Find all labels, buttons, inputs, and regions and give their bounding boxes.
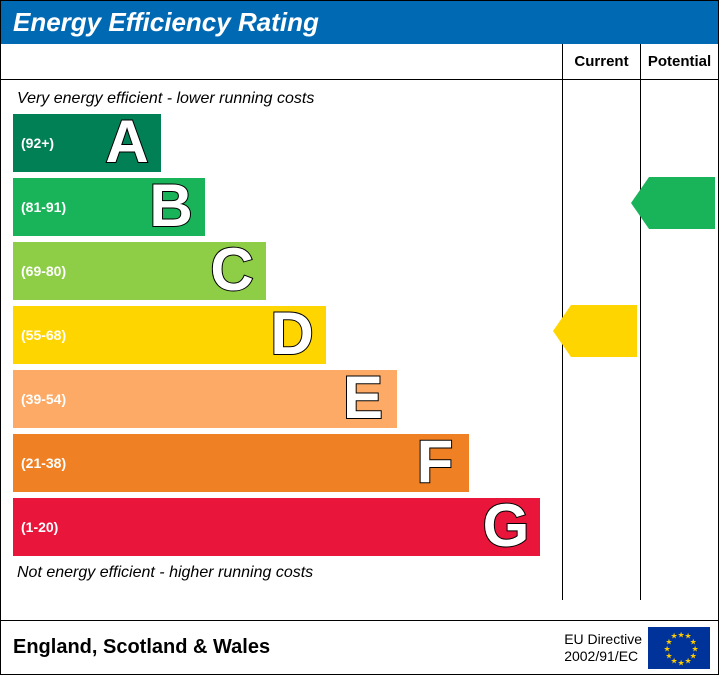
svg-text:F: F [416, 428, 453, 495]
band-b: (81-91)B [13, 178, 562, 236]
eu-directive: EU Directive 2002/91/EC [564, 631, 642, 665]
epc-chart: Energy Efficiency Rating Current Potenti… [0, 0, 719, 675]
eu-star-icon: ★ [664, 646, 669, 651]
band-bar-a: (92+)A [13, 114, 161, 172]
eu-star-icon: ★ [671, 634, 676, 639]
potential-rating-marker: 84 [649, 177, 715, 229]
directive-line1: EU Directive [564, 631, 642, 648]
band-range-c: (69-80) [21, 263, 66, 279]
potential-column: 84 [640, 80, 718, 600]
band-letter-d: D [262, 300, 322, 370]
band-f: (21-38)F [13, 434, 562, 492]
chart-title: Energy Efficiency Rating [1, 1, 718, 44]
column-headers: Current Potential [1, 44, 718, 80]
potential-rating-marker-value: 84 [666, 187, 697, 219]
band-c: (69-80)C [13, 242, 562, 300]
band-letter-c: C [202, 236, 262, 306]
col-header-current: Current [562, 44, 640, 79]
bands-column: Very energy efficient - lower running co… [1, 80, 562, 600]
region-label: England, Scotland & Wales [13, 636, 564, 659]
band-bar-d: (55-68)D [13, 306, 326, 364]
band-letter-a: A [97, 108, 157, 178]
chart-body: Current Potential Very energy efficient … [1, 44, 718, 620]
svg-text:A: A [106, 108, 149, 175]
eu-star-icon: ★ [665, 653, 670, 658]
band-bar-f: (21-38)F [13, 434, 469, 492]
top-note: Very energy efficient - lower running co… [13, 88, 562, 114]
eu-star-icon: ★ [678, 632, 683, 637]
bands-row: Very energy efficient - lower running co… [1, 80, 718, 600]
band-bar-b: (81-91)B [13, 178, 205, 236]
band-range-a: (92+) [21, 135, 54, 151]
band-range-d: (55-68) [21, 327, 66, 343]
band-range-f: (21-38) [21, 455, 66, 471]
band-bar-c: (69-80)C [13, 242, 266, 300]
band-e: (39-54)E [13, 370, 562, 428]
footer: England, Scotland & Wales EU Directive 2… [1, 620, 718, 674]
band-range-e: (39-54) [21, 391, 66, 407]
band-d: (55-68)D [13, 306, 562, 364]
svg-text:C: C [210, 236, 253, 303]
band-letter-g: G [476, 492, 536, 562]
current-rating-marker-value: 62 [588, 315, 619, 347]
svg-text:E: E [343, 364, 383, 431]
current-column: 62 [562, 80, 640, 600]
band-bar-e: (39-54)E [13, 370, 397, 428]
eu-flag-icon: ★★★★★★★★★★★★ [648, 627, 710, 669]
band-letter-f: F [405, 428, 465, 498]
band-bar-g: (1-20)G [13, 498, 540, 556]
eu-star-icon: ★ [685, 658, 690, 663]
band-letter-e: E [333, 364, 393, 434]
svg-text:B: B [149, 172, 192, 239]
col-header-potential: Potential [640, 44, 718, 79]
svg-text:D: D [270, 300, 313, 367]
band-a: (92+)A [13, 114, 562, 172]
directive-line2: 2002/91/EC [564, 648, 642, 665]
svg-text:G: G [483, 492, 530, 559]
header-spacer [1, 44, 562, 79]
current-rating-marker: 62 [571, 305, 637, 357]
band-range-b: (81-91) [21, 199, 66, 215]
band-g: (1-20)G [13, 498, 562, 556]
band-letter-b: B [141, 172, 201, 242]
bottom-note: Not energy efficient - higher running co… [13, 562, 562, 588]
eu-star-icon: ★ [678, 660, 683, 665]
band-range-g: (1-20) [21, 519, 58, 535]
